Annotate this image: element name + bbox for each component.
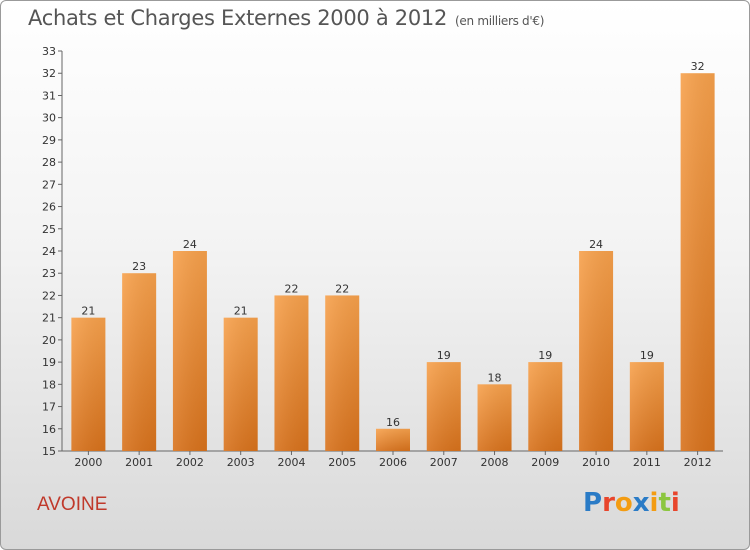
town-name: AVOINE <box>37 494 108 515</box>
bar-value-label: 24 <box>589 238 603 251</box>
y-tick-label: 22 <box>42 289 56 302</box>
bar-value-label: 21 <box>234 305 248 318</box>
chart-bars <box>71 73 715 451</box>
bar-shade <box>325 295 360 451</box>
y-tick-label: 31 <box>42 89 56 102</box>
bar-value-label: 16 <box>386 416 400 429</box>
y-tick-label: 21 <box>42 312 56 325</box>
y-tick-label: 17 <box>42 401 56 414</box>
logo-letter: o <box>614 488 633 518</box>
x-tick-label: 2001 <box>125 456 153 469</box>
chart-title: Achats et Charges Externes 2000 à 2012 (e… <box>28 6 544 30</box>
bar-shade <box>579 251 614 451</box>
y-tick-label: 18 <box>42 378 56 391</box>
y-tick-label: 27 <box>42 178 56 191</box>
bar-shade <box>680 73 715 451</box>
y-tick-label: 29 <box>42 134 56 147</box>
x-tick-label: 2010 <box>582 456 610 469</box>
bar-value-label: 23 <box>132 260 146 273</box>
x-tick-label: 2003 <box>227 456 255 469</box>
y-tick-label: 15 <box>42 445 56 458</box>
y-tick-label: 32 <box>42 67 56 80</box>
bar-value-label: 21 <box>81 305 95 318</box>
proxiti-logo: Proxiti <box>583 488 680 518</box>
x-tick-label: 2011 <box>633 456 661 469</box>
bar-value-label: 19 <box>538 349 552 362</box>
bar-shade <box>376 428 410 451</box>
bar-shade <box>528 362 563 451</box>
x-tick-label: 2002 <box>176 456 204 469</box>
x-tick-label: 2009 <box>531 456 559 469</box>
x-tick-label: 2000 <box>74 456 102 469</box>
x-tick-label: 2012 <box>684 456 712 469</box>
logo-letter: x <box>632 488 650 518</box>
bar-value-label: 22 <box>284 282 298 295</box>
y-tick-label: 28 <box>42 156 56 169</box>
y-tick-label: 20 <box>42 334 56 347</box>
logo-letter: i <box>649 488 659 518</box>
x-tick-label: 2004 <box>277 456 305 469</box>
y-tick-label: 16 <box>42 423 56 436</box>
bar-value-label: 24 <box>183 238 197 251</box>
logo-letter: i <box>670 488 680 518</box>
logo-letter: P <box>583 488 603 518</box>
y-tick-label: 19 <box>42 356 56 369</box>
bar-shade <box>71 317 106 451</box>
bar-shade <box>172 251 207 451</box>
x-tick-label: 2008 <box>481 456 509 469</box>
bar-shade <box>629 362 664 451</box>
bar-value-label: 19 <box>437 349 451 362</box>
y-tick-label: 25 <box>42 223 56 236</box>
chart-value-labels: 21 23 24 21 22 22 16 19 18 19 24 19 32 <box>81 60 704 429</box>
logo-letter: t <box>658 488 671 518</box>
bar-value-label: 18 <box>488 371 502 384</box>
chart-axes: 15 16 17 18 19 20 21 22 23 24 25 26 27 28 29 30 31 32 33 20… <box>42 45 723 469</box>
chart-unit: (en milliers d'€) <box>455 14 545 28</box>
bar-shade <box>477 384 512 451</box>
y-tick-label: 30 <box>42 112 56 125</box>
bar-shade <box>426 362 461 451</box>
y-tick-label: 24 <box>42 245 56 258</box>
logo-letter: r <box>602 488 615 518</box>
y-tick-label: 33 <box>42 45 56 58</box>
bar-shade <box>223 317 258 451</box>
y-tick-label: 23 <box>42 267 56 280</box>
x-tick-label: 2006 <box>379 456 407 469</box>
bar-shade <box>122 273 157 451</box>
y-tick-label: 26 <box>42 201 56 214</box>
bar-shade <box>274 295 309 451</box>
bar-value-label: 22 <box>335 282 349 295</box>
bar-value-label: 19 <box>640 349 654 362</box>
x-tick-label: 2007 <box>430 456 458 469</box>
bar-value-label: 32 <box>691 60 705 73</box>
chart-title-text: Achats et Charges Externes 2000 à 2012 <box>28 6 448 30</box>
x-tick-label: 2005 <box>328 456 356 469</box>
